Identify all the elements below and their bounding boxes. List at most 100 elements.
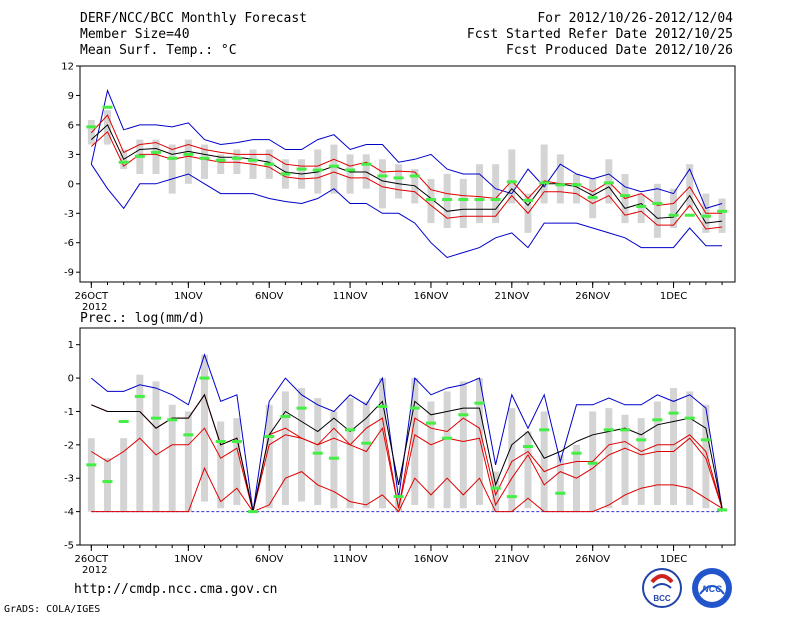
prec-observed-marker [684, 416, 695, 420]
temp-y-tick-label: 9 [68, 91, 74, 102]
temp-ensemble-box [168, 144, 176, 194]
temp-observed-marker [393, 176, 404, 180]
prec-observed-marker [296, 406, 307, 410]
bcc-logo-text: BCC [653, 594, 671, 603]
header-right: For 2012/10/26-2012/12/04 Fcst Started R… [467, 11, 733, 59]
temp-ensemble-box [217, 154, 225, 174]
prec-ensemble-box [265, 404, 273, 509]
temp-ensemble-box [670, 188, 678, 228]
bcc-logo-icon: BCC [642, 568, 682, 608]
temp-observed-marker [86, 125, 97, 129]
temp-x-tick-label: 11NOV [333, 291, 368, 302]
prec-y-tick-label: -5 [64, 541, 74, 552]
temp-y-tick-label: 0 [68, 179, 74, 190]
prec-ensemble-box [233, 418, 241, 505]
prec-observed-marker [199, 376, 210, 380]
temp-observed-marker [134, 154, 145, 158]
temp-x-tick-label: 21NOV [494, 291, 529, 302]
prec-observed-marker [652, 418, 663, 422]
prec-ensemble-box [395, 498, 403, 512]
temp-observed-marker [474, 198, 485, 202]
temp-mean-lower-line [90, 130, 723, 230]
member-size: Member Size=40 [80, 27, 190, 42]
prec-observed-marker [377, 404, 388, 408]
start-date: Fcst Started Refer Date 2012/10/25 [466, 27, 733, 42]
temp-observed-marker [490, 198, 501, 202]
temp-y-tick-label: -9 [64, 268, 74, 279]
prec-year-label: 2012 [82, 565, 107, 576]
prec-ensemble-box [605, 408, 613, 509]
temp-observed-marker [328, 164, 339, 168]
temp-year-label: 2012 [82, 302, 107, 313]
prec-ensemble-box [686, 391, 694, 505]
footer-url[interactable]: http://cmdp.ncc.cma.gov.cn [74, 582, 278, 597]
temp-max-line [90, 88, 723, 210]
temp-observed-marker [555, 183, 566, 187]
temp-ensemble-box [330, 144, 338, 194]
ncc-logo-icon: NCC [692, 568, 732, 608]
prec-y-tick-label: 1 [68, 340, 74, 351]
prec-observed-marker [151, 416, 162, 420]
prec-ensemble-box [346, 398, 354, 509]
prec-observed-marker [393, 495, 404, 499]
prec-observed-marker [86, 463, 97, 467]
prec-ensemble-box [168, 404, 176, 512]
chart-title: DERF/NCC/BCC Monthly Forecast [80, 11, 307, 26]
prec-ensemble-box [136, 374, 144, 512]
prec-y-tick-label: 0 [68, 374, 74, 385]
prec-ensemble-box [508, 408, 516, 512]
temp-ensemble-box [508, 149, 516, 204]
prec-observed-marker [571, 451, 582, 455]
prec-observed-marker [442, 436, 453, 440]
prec-x-tick-label: 16NOV [414, 554, 449, 565]
prec-observed-marker [215, 440, 226, 444]
temp-observed-marker [425, 198, 436, 202]
temp-min-line [90, 163, 723, 259]
prec-observed-marker [409, 406, 420, 410]
prec-ensemble-box [475, 378, 483, 505]
temp-observed-marker [603, 181, 614, 185]
temp-observed-marker [280, 172, 291, 176]
prec-observed-marker [522, 445, 533, 449]
temp-y-tick-label: 6 [68, 120, 74, 131]
temp-observed-marker [102, 105, 113, 109]
temp-y-tick-label: 3 [68, 150, 74, 161]
prec-y-tick-label: -3 [64, 474, 74, 485]
temp-x-tick-label: 6NOV [255, 291, 284, 302]
temp-observed-marker [231, 156, 242, 160]
prec-observed-marker [118, 419, 129, 423]
temp-y-tick-label: -3 [64, 209, 74, 220]
prec-ensemble-box [314, 398, 322, 505]
prec-min-line [91, 466, 723, 513]
prec-observed-marker [167, 418, 178, 422]
temp-ensemble-box [459, 178, 467, 228]
temp-observed-marker [668, 213, 679, 217]
prec-observed-marker [231, 440, 242, 444]
prec-observed-marker [717, 508, 728, 512]
prec-ensemble-box [443, 391, 451, 509]
temp-observed-marker [539, 181, 550, 185]
prec-x-tick-label: 1DEC [660, 554, 687, 565]
prec-observed-marker [361, 441, 372, 445]
prec-observed-marker [183, 433, 194, 437]
prec-ensemble-box [281, 391, 289, 505]
temp-ensemble-box [103, 110, 111, 145]
prec-observed-marker [458, 413, 469, 417]
temp-ensemble-box [492, 164, 500, 224]
temp-y-tick-label: 12 [61, 62, 74, 73]
temp-observed-marker [296, 167, 307, 171]
prec-x-tick-label: 1NOV [174, 554, 203, 565]
temp-x-tick-label: 1DEC [660, 291, 687, 302]
prec-observed-marker [539, 428, 550, 432]
temp-observed-marker [506, 180, 517, 184]
prec-ensemble-box [298, 388, 306, 502]
prec-observed-marker [264, 435, 275, 438]
temp-observed-marker [684, 213, 695, 217]
prec-y-tick-label: -1 [64, 407, 74, 418]
temp-observed-marker [587, 196, 598, 200]
prec-ensemble-box [217, 421, 225, 509]
prec-observed-marker [474, 401, 485, 405]
temp-ensemble-box [718, 198, 726, 233]
grads-credit: GrADS: COLA/IGES [4, 604, 101, 615]
prec-x-tick-label: 21NOV [494, 554, 529, 565]
